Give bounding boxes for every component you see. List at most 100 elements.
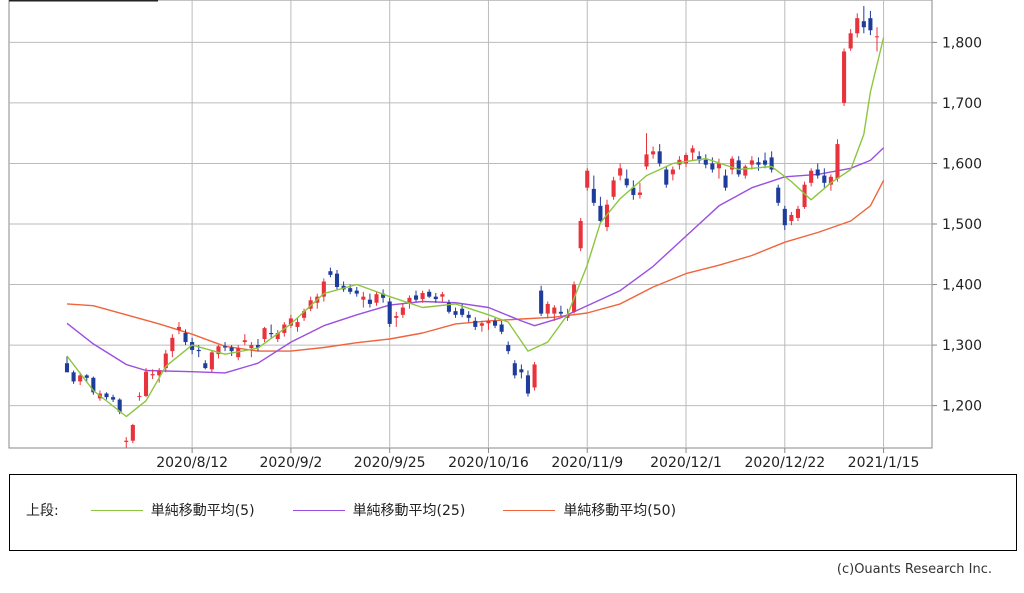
candle-body (809, 170, 814, 183)
candle-body (842, 51, 847, 103)
candle-body (321, 281, 326, 297)
candle-body (242, 340, 247, 343)
candle-body (374, 294, 379, 303)
candle-body (591, 188, 596, 203)
candle-body (354, 290, 359, 294)
candle-body (828, 176, 833, 185)
x-tick-label: 2020/9/2 (259, 455, 322, 470)
y-tick-label: 1,200 (942, 399, 982, 415)
legend-swatch-ma25 (292, 509, 345, 511)
candle-body (473, 320, 478, 327)
candle-body (302, 311, 307, 318)
candle-body (170, 337, 175, 352)
candle-body (822, 175, 827, 183)
candle-body (275, 332, 280, 340)
candle-body (664, 169, 669, 185)
candle-body (723, 175, 728, 188)
candle-body (683, 154, 689, 164)
candle-body (223, 346, 228, 348)
candle-body (407, 297, 412, 303)
candle-body (71, 372, 76, 382)
candle-body (453, 311, 458, 315)
candle-body (334, 273, 340, 287)
candle-body (855, 18, 860, 34)
candle-body (216, 346, 221, 355)
legend-item-ma50: 単純移動平均(50) (503, 500, 676, 520)
candle-body (769, 157, 774, 170)
legend-prefix: 上段: (26, 503, 59, 519)
candle-body (64, 363, 70, 373)
candle-body (789, 214, 794, 221)
legend-label-ma25: 単純移動平均(25) (352, 503, 466, 519)
candle-body (815, 169, 820, 176)
candle-body (361, 296, 366, 300)
candle-body (236, 348, 241, 358)
candle-body (78, 375, 83, 382)
candle-body (631, 187, 636, 195)
candle-body (84, 375, 89, 378)
candle-body (730, 158, 735, 170)
candle-body (558, 311, 563, 314)
candle-body (539, 290, 544, 314)
candle-body (690, 148, 695, 153)
legend-row: 上段: 単純移動平均(5) 単純移動平均(25) 単純移動平均(50) (26, 500, 714, 520)
candle-body (499, 324, 504, 332)
x-tick-label: 2020/12/22 (744, 455, 825, 470)
candle-body (176, 326, 181, 330)
grid (9, 0, 932, 448)
candle-body (394, 316, 399, 318)
x-tick-label: 2020/8/12 (156, 455, 228, 470)
legend-item-ma5: 単純移動平均(5) (90, 500, 255, 520)
candle-body (427, 291, 432, 297)
legend-label-ma5: 単純移動平均(5) (150, 503, 255, 519)
candle-body (637, 192, 642, 195)
candle-body (413, 295, 419, 300)
candle-body (782, 208, 787, 226)
ma25-line (66, 147, 885, 374)
candle-body (868, 18, 873, 31)
candle-body (802, 184, 807, 208)
legend-item-ma25: 単純移動平均(25) (292, 500, 466, 520)
candle-body (111, 397, 116, 400)
candle-body (183, 332, 188, 343)
candle-body (618, 168, 623, 176)
legend: 上段: 単純移動平均(5) 単純移動平均(25) 単純移動平均(50) (9, 474, 1017, 551)
candle-body (387, 301, 392, 324)
candle-body (143, 371, 149, 396)
candle-body (578, 220, 583, 249)
candle-body (657, 151, 662, 164)
candle-body (763, 160, 768, 165)
candle-body (163, 353, 168, 369)
candle-body (203, 363, 208, 369)
candle-body (697, 156, 702, 161)
x-tick-label: 2020/11/9 (551, 455, 623, 470)
candle-body (743, 166, 748, 176)
y-tick-label: 1,600 (942, 156, 982, 172)
copyright-text: (c)Ouants Research Inc. (836, 562, 992, 577)
candle-body (585, 170, 590, 188)
candle-body (703, 159, 708, 165)
y-tick-label: 1,300 (942, 338, 982, 354)
candle-body (348, 288, 353, 292)
x-tick-label: 2021/1/15 (848, 455, 920, 470)
candle-body (196, 349, 201, 352)
candle-body (624, 178, 629, 186)
candle-body (295, 322, 300, 327)
candle-body (381, 293, 386, 298)
candle-body (644, 154, 649, 167)
candle-body (328, 271, 333, 275)
candle-body (104, 393, 109, 398)
candle-body (466, 314, 471, 318)
x-axis-ticks: 2020/8/12 2020/9/2 2020/9/25 2020/10/16 2020… (156, 448, 919, 470)
candle-body (506, 345, 511, 352)
y-tick-label: 1,700 (942, 96, 982, 112)
candle-body (795, 208, 801, 218)
candle-body (288, 318, 293, 326)
candle-body (552, 307, 557, 314)
candle-body (137, 395, 142, 397)
candle-body (269, 332, 274, 335)
candle-body (736, 160, 741, 175)
candle-body (117, 399, 122, 412)
candle-body (124, 440, 129, 442)
candle-body (460, 308, 465, 315)
